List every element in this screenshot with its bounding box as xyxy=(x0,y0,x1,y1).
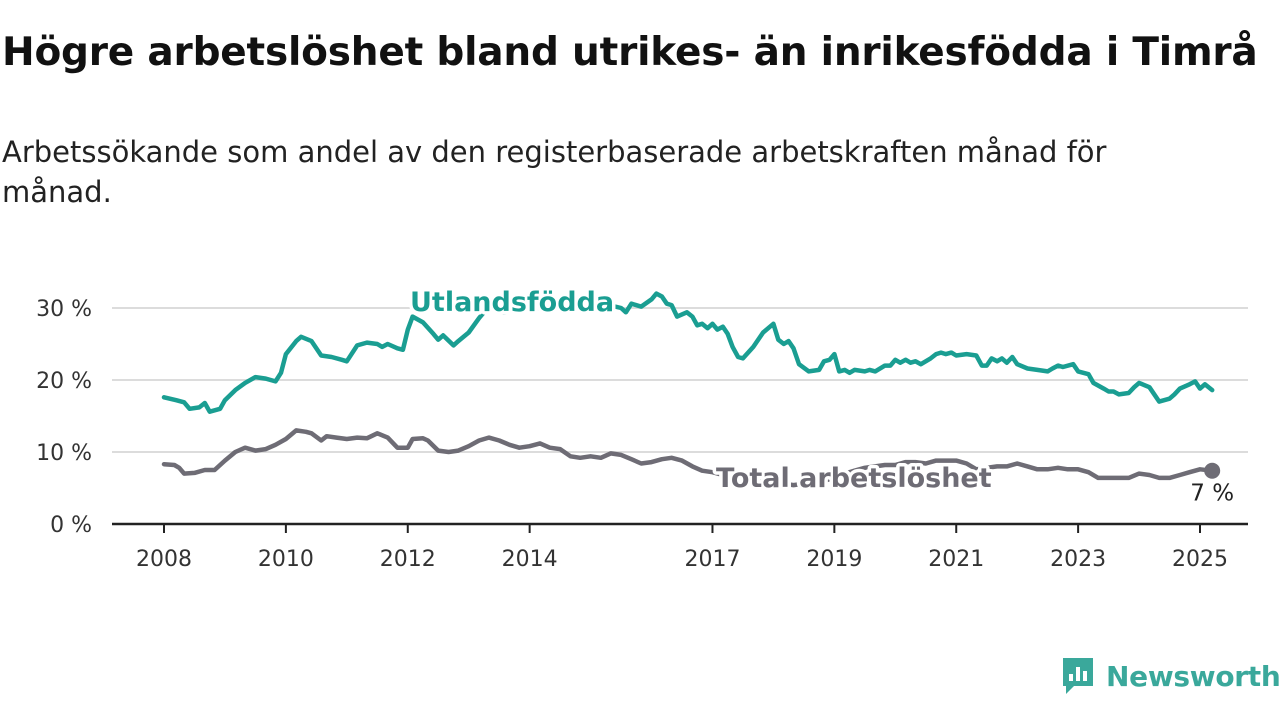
x-tick-label: 2017 xyxy=(684,547,740,572)
y-tick-label: 30 % xyxy=(36,297,92,322)
y-tick-label: 0 % xyxy=(50,513,92,538)
series-label-utlandsfodda: Utlandsfödda xyxy=(410,287,614,318)
series-line-total xyxy=(161,428,1215,488)
series-labels: Utlandsfödda Total arbetslöshet 7 % xyxy=(407,284,1235,507)
y-tick-label: 10 % xyxy=(36,441,92,466)
x-tick-label: 2019 xyxy=(806,547,862,572)
series-lines xyxy=(161,291,1215,488)
series-line-utlandsfodda xyxy=(161,291,1215,414)
page-title: Högre arbetslöshet bland utrikes- än inr… xyxy=(2,30,1258,75)
x-tick-label: 2014 xyxy=(502,547,558,572)
x-tick-label: 2025 xyxy=(1172,547,1228,572)
end-value-label: 7 % xyxy=(1190,481,1234,507)
newsworthy-logo: Newsworthy xyxy=(1060,656,1280,696)
x-axis: 2008 2010 2012 2014 2017 2019 2021 2023 2025 xyxy=(112,522,1248,572)
series-label-total: Total arbetslöshet xyxy=(716,463,992,494)
end-point-marker xyxy=(1204,462,1221,479)
grid-lines xyxy=(112,307,1248,453)
newsworthy-logo-icon xyxy=(1063,658,1093,694)
x-tick-label: 2012 xyxy=(380,547,436,572)
y-tick-label: 20 % xyxy=(36,369,92,394)
x-tick-label: 2023 xyxy=(1050,547,1106,572)
x-tick-label: 2008 xyxy=(136,547,192,572)
x-tick-label: 2010 xyxy=(258,547,314,572)
x-tick-label: 2021 xyxy=(928,547,984,572)
y-axis-ticks: 0 % 10 % 20 % 30 % xyxy=(36,297,92,538)
page-subtitle: Arbetssökande som andel av den registerb… xyxy=(2,135,1107,209)
brand-name: Newsworthy xyxy=(1106,659,1280,693)
